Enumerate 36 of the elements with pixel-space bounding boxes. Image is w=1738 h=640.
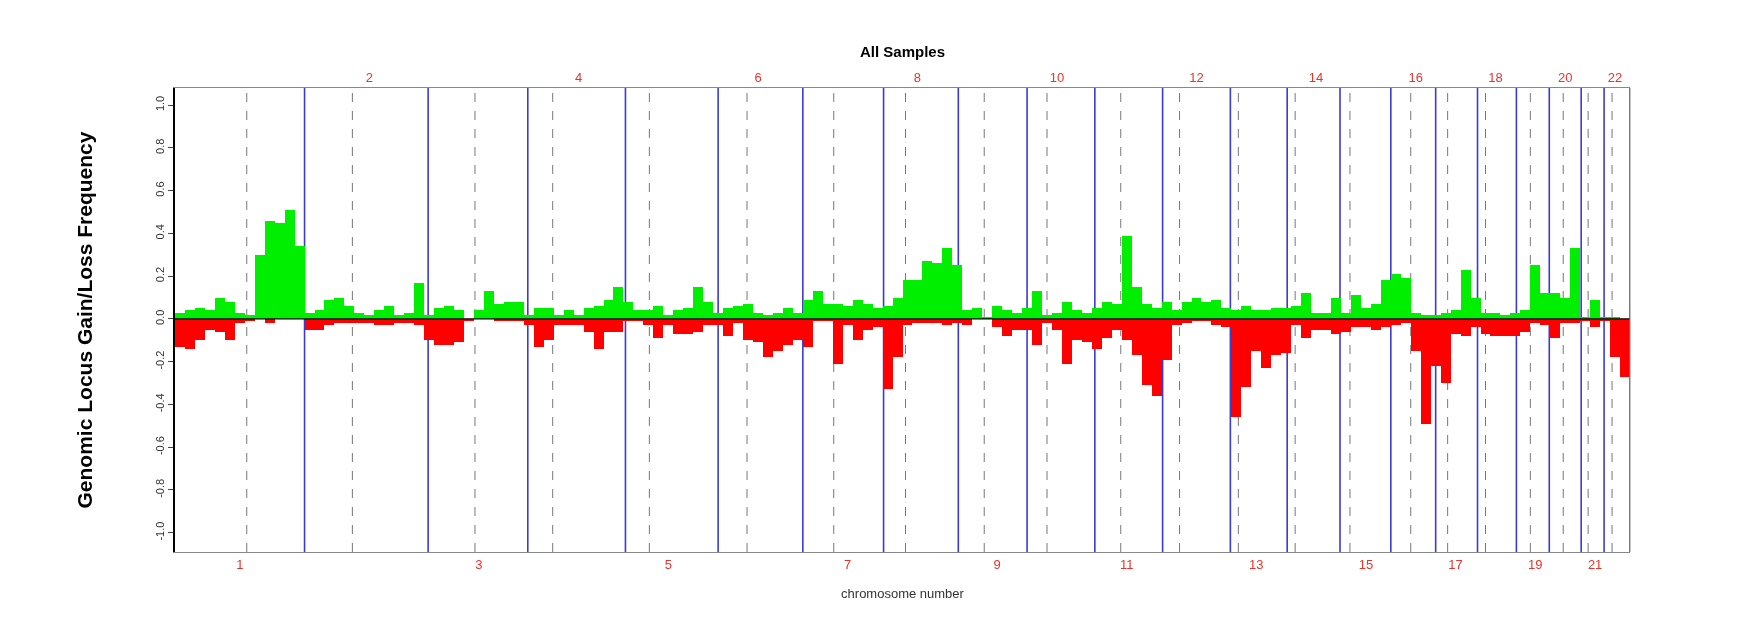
x-tick-label: 1 xyxy=(236,556,244,572)
x-tick-label: 16 xyxy=(1408,69,1423,85)
x-tick-label: 4 xyxy=(574,69,583,85)
x-tick-label: 6 xyxy=(754,69,762,85)
y-tick-label: 0.8 xyxy=(153,138,166,154)
y-tick-label: 0.6 xyxy=(153,181,166,197)
x-tick-label: 17 xyxy=(1448,556,1463,572)
y-tick-label: 0.0 xyxy=(153,309,166,325)
y-tick-label: -0.6 xyxy=(153,436,166,456)
x-tick-label: 3 xyxy=(475,556,483,572)
x-tick-label: 15 xyxy=(1358,556,1374,572)
x-tick-label: 8 xyxy=(913,69,922,85)
x-tick-label: 12 xyxy=(1189,69,1204,85)
y-tick-label: 0.4 xyxy=(153,224,166,240)
chart-title: All Samples xyxy=(859,43,946,61)
y-tick-label: 1.0 xyxy=(153,95,166,112)
x-tick-label: 5 xyxy=(664,556,672,572)
x-tick-label: 21 xyxy=(1587,556,1603,572)
x-tick-label: 14 xyxy=(1308,69,1324,85)
x-tick-label: 18 xyxy=(1488,69,1503,85)
x-tick-label: 19 xyxy=(1528,556,1543,572)
x-tick-label: 13 xyxy=(1249,556,1264,572)
y-tick-label: -0.8 xyxy=(153,478,166,498)
x-tick-label: 9 xyxy=(993,556,1001,572)
x-tick-label: 7 xyxy=(844,556,852,572)
y-tick-label: 0.2 xyxy=(153,266,166,283)
y-tick-label: -0.2 xyxy=(153,350,166,370)
y-axis-title: Genomic Locus Gain/Loss Frequency xyxy=(73,131,97,509)
x-tick-label: 2 xyxy=(365,69,373,85)
x-tick-label: 20 xyxy=(1557,69,1573,85)
x-tick-label: 10 xyxy=(1049,69,1065,85)
x-tick-label: 22 xyxy=(1607,69,1623,85)
x-tick-label: 11 xyxy=(1119,556,1134,572)
x-axis-title: chromosome number xyxy=(841,586,965,602)
y-tick-label: -1.0 xyxy=(153,521,166,541)
y-tick-label: -0.4 xyxy=(153,393,166,413)
